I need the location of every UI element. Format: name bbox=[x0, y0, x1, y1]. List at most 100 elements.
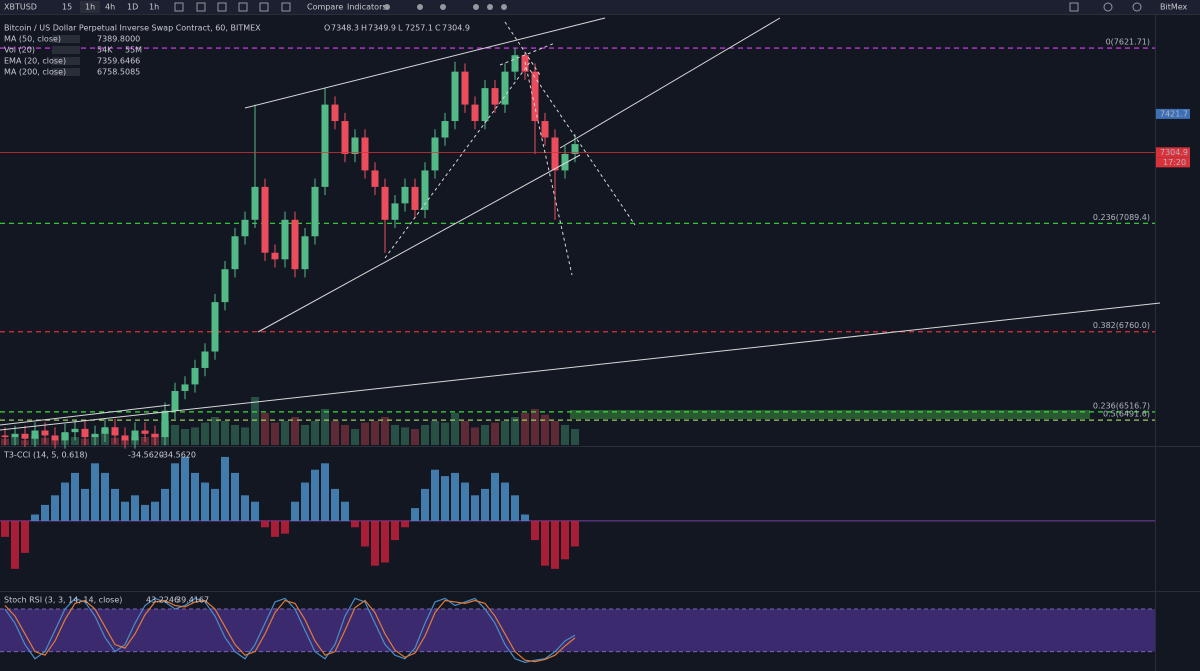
volume-bar bbox=[401, 427, 409, 445]
candle-body bbox=[131, 430, 139, 441]
legend-icons bbox=[52, 57, 80, 65]
candle-body bbox=[261, 186, 269, 253]
candle-body bbox=[81, 428, 89, 438]
candle-body bbox=[561, 153, 569, 171]
volume-bar bbox=[301, 425, 309, 445]
cci-bar bbox=[201, 482, 209, 521]
candle-body bbox=[401, 186, 409, 204]
cci-bar bbox=[21, 520, 29, 553]
volume-bar bbox=[411, 429, 419, 445]
candle-body bbox=[371, 170, 379, 187]
cci-bar bbox=[321, 463, 329, 521]
compare-button[interactable]: Compare bbox=[307, 3, 343, 12]
volume-bar bbox=[71, 437, 79, 445]
countdown: 17:20 bbox=[1163, 158, 1186, 167]
symbol[interactable]: XBTUSD bbox=[4, 3, 37, 12]
fib-label: 0.236(6516.7) bbox=[1093, 401, 1150, 410]
cci-bar bbox=[371, 520, 379, 566]
candle-body bbox=[301, 236, 309, 270]
indicator-name: EMA (20, close) bbox=[4, 57, 66, 66]
candle-body bbox=[221, 269, 229, 303]
toolbar bbox=[0, 0, 1200, 14]
volume-bar bbox=[231, 425, 239, 445]
volume-bar bbox=[191, 427, 199, 445]
candle-body bbox=[271, 252, 279, 260]
volume-bar bbox=[531, 409, 539, 445]
cci-bar bbox=[551, 520, 559, 569]
candle-body bbox=[231, 236, 239, 270]
cci-bar bbox=[501, 482, 509, 521]
candle-body bbox=[461, 71, 469, 105]
volume-bar bbox=[281, 421, 289, 445]
volume-bar bbox=[551, 421, 559, 445]
candle-body bbox=[491, 88, 499, 105]
ohlc-value: 7257.1 bbox=[405, 24, 433, 33]
cci-bar bbox=[61, 482, 69, 521]
candle-body bbox=[11, 433, 19, 438]
indicator-value: 6758.5085 bbox=[97, 68, 140, 77]
volume-bar bbox=[481, 425, 489, 445]
cci-bar bbox=[211, 488, 219, 521]
interval[interactable]: 1h bbox=[149, 3, 159, 12]
volume-bar bbox=[241, 427, 249, 445]
candle-body bbox=[471, 104, 479, 122]
interval[interactable]: 1h bbox=[85, 3, 95, 12]
indicators-button[interactable]: Indicators bbox=[347, 3, 387, 12]
cci-bar bbox=[441, 476, 449, 521]
candle-body bbox=[121, 435, 129, 441]
candle-body bbox=[151, 433, 159, 438]
cci-bar bbox=[81, 488, 89, 521]
cci-bar bbox=[451, 472, 459, 521]
candle-body bbox=[421, 170, 429, 210]
interval[interactable]: 4h bbox=[105, 3, 115, 12]
volume-bar bbox=[431, 421, 439, 445]
cci-bar bbox=[221, 456, 229, 521]
broker[interactable]: BitMex bbox=[1160, 3, 1188, 12]
volume-bar bbox=[331, 421, 339, 445]
candle-body bbox=[551, 137, 559, 171]
volume-bar bbox=[501, 421, 509, 445]
color-picker[interactable] bbox=[1069, 2, 1079, 12]
ohlc-key: C bbox=[435, 24, 441, 33]
cloud-icon[interactable] bbox=[1103, 2, 1113, 12]
cci-bar bbox=[151, 501, 159, 521]
interval[interactable]: 1D bbox=[127, 3, 138, 12]
candle-body bbox=[411, 186, 419, 210]
ohlc-key: L bbox=[398, 24, 403, 33]
candle-body bbox=[241, 219, 249, 237]
price-tag bbox=[1156, 108, 1190, 119]
cci-bar bbox=[191, 472, 199, 521]
volume-bar bbox=[171, 425, 179, 445]
candle-body bbox=[531, 71, 539, 122]
chart-type-icons[interactable] bbox=[174, 2, 291, 12]
cci-bar bbox=[281, 520, 289, 534]
cci-value: -34.5620 bbox=[160, 451, 196, 460]
tool-icons[interactable] bbox=[384, 4, 507, 10]
cci-bar bbox=[311, 469, 319, 521]
stoch-value: 43.2246 bbox=[146, 596, 179, 605]
cci-bar bbox=[471, 495, 479, 521]
volume-bar bbox=[181, 429, 189, 445]
volume-bar bbox=[251, 397, 259, 445]
candle-body bbox=[1, 435, 9, 438]
volume-bar bbox=[561, 425, 569, 445]
candle-body bbox=[541, 121, 549, 138]
save-icon[interactable] bbox=[1132, 2, 1142, 12]
cci-bar bbox=[381, 520, 389, 563]
cci-bar bbox=[91, 463, 99, 521]
candle-body bbox=[171, 391, 179, 411]
ohlc-key: O bbox=[324, 24, 330, 33]
volume-bar bbox=[571, 429, 579, 445]
cci-bar bbox=[571, 520, 579, 547]
cci-bar bbox=[331, 488, 339, 521]
candle-body bbox=[51, 435, 59, 441]
cci-bar bbox=[351, 520, 359, 528]
volume-bar bbox=[341, 425, 349, 445]
interval-active bbox=[80, 1, 100, 13]
cci-bar bbox=[181, 456, 189, 521]
cci-bar bbox=[231, 472, 239, 521]
volume-bar bbox=[521, 413, 529, 445]
ohlc-value: 7349.9 bbox=[368, 24, 396, 33]
price-tag-label: 7421.7 bbox=[1160, 109, 1188, 118]
interval[interactable]: 15 bbox=[62, 3, 72, 12]
